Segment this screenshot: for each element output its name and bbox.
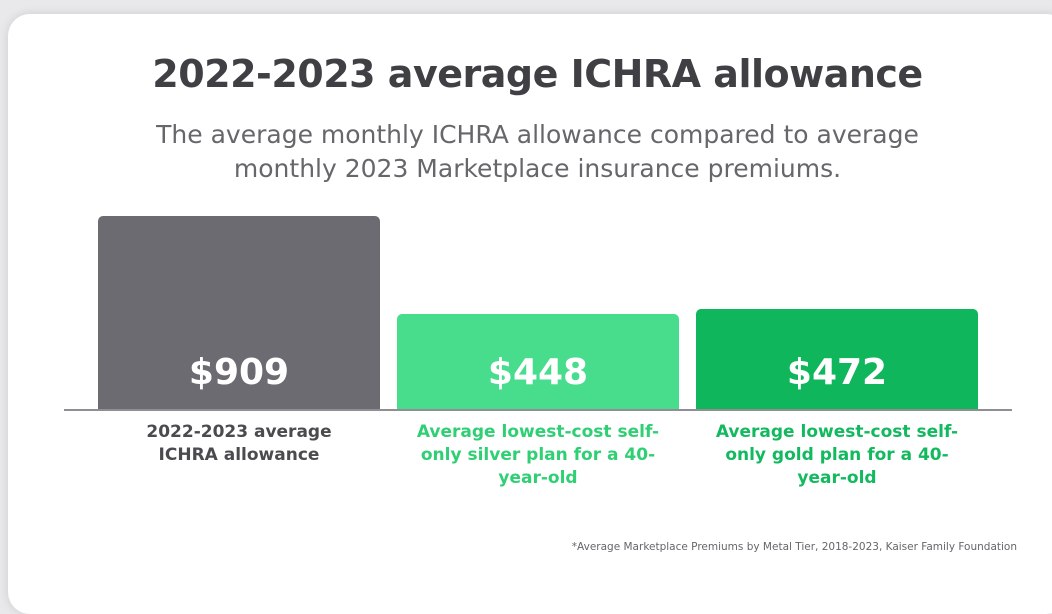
x-tick-label: 2022-2023 average ICHRA allowance xyxy=(146,422,332,465)
x-tick-label: Average lowest-cost self-only gold plan … xyxy=(715,422,959,488)
page: 2022-2023 average ICHRA allowance The av… xyxy=(8,14,1052,614)
bar xyxy=(397,314,679,410)
value-label: $472 xyxy=(786,352,888,393)
bar xyxy=(696,309,978,410)
bar xyxy=(98,216,380,410)
value-label: $909 xyxy=(188,352,290,393)
footnote: *Average Marketplace Premiums by Metal T… xyxy=(571,541,1017,553)
value-label: $448 xyxy=(487,352,589,393)
chart-title: 2022-2023 average ICHRA allowance xyxy=(152,52,923,96)
chart-subtitle: The average monthly ICHRA allowance comp… xyxy=(156,120,919,183)
x-tick-label: Average lowest-cost self-only silver pla… xyxy=(416,422,660,488)
baseline xyxy=(64,409,1012,411)
